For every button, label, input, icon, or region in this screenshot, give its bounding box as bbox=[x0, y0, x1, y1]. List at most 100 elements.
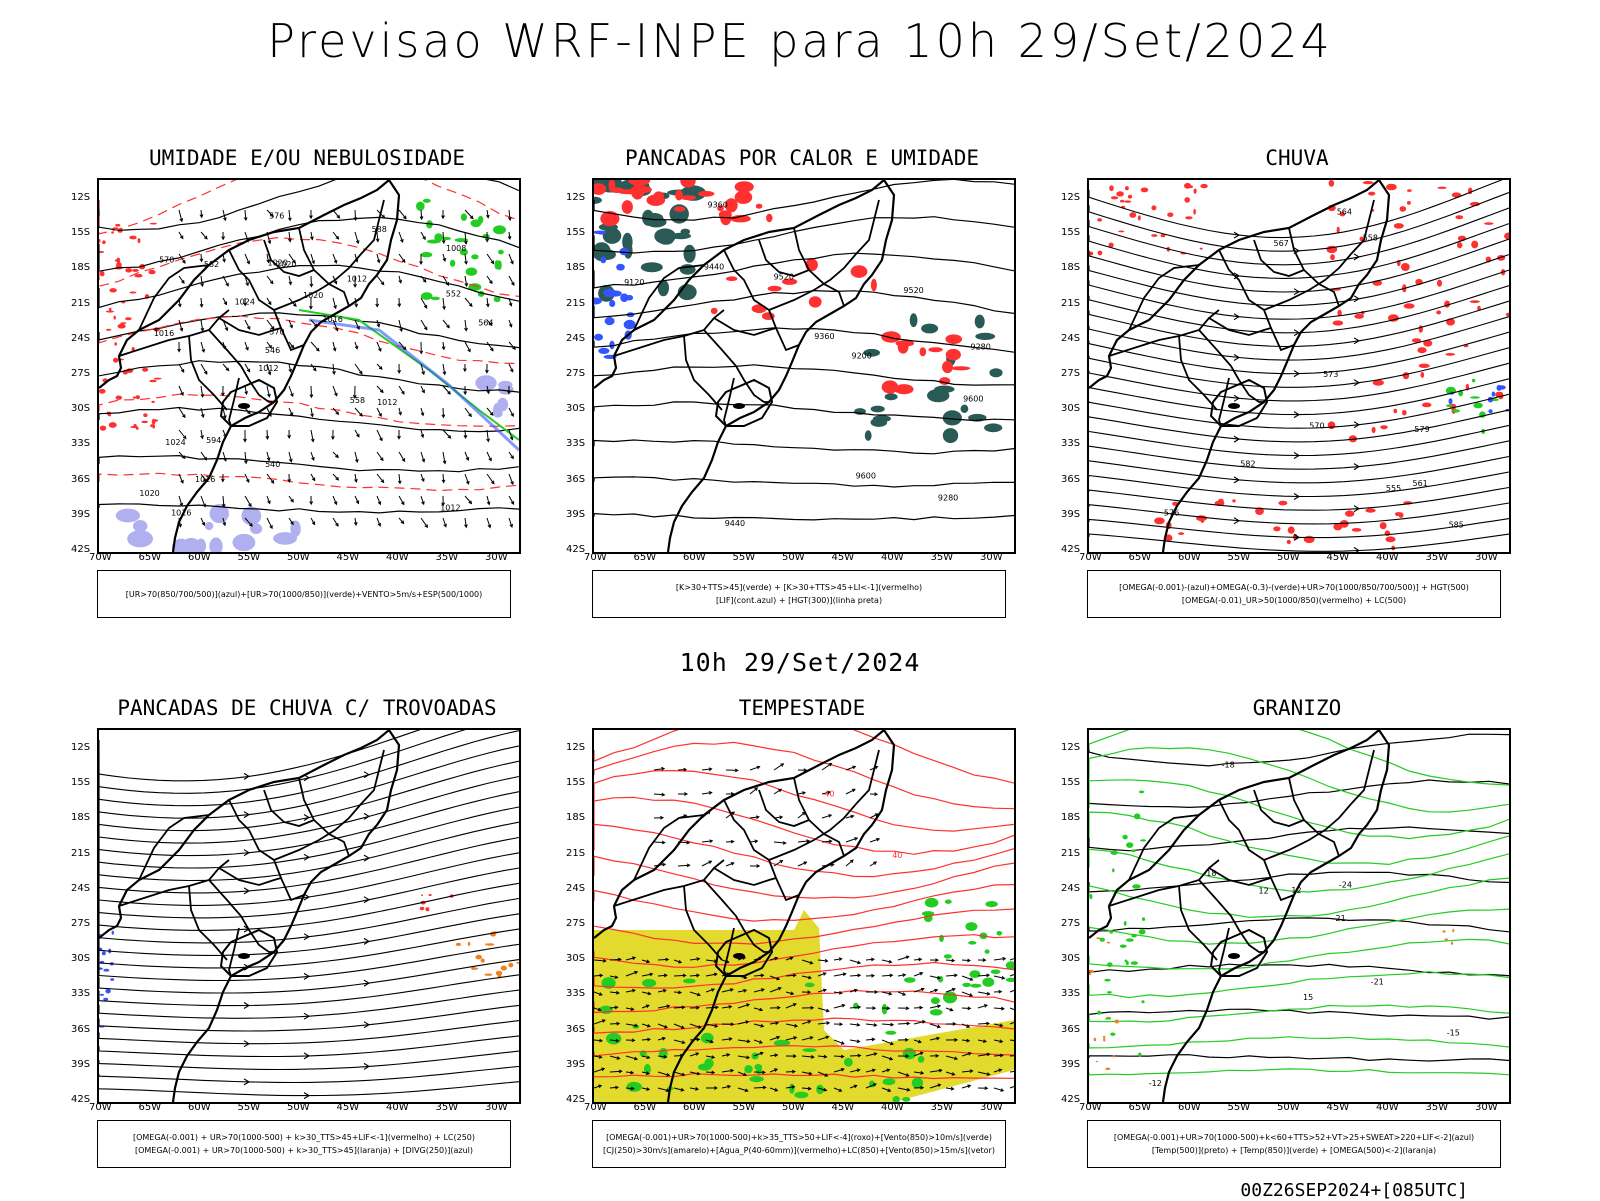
wind-vector bbox=[179, 276, 184, 283]
wind-vector bbox=[311, 474, 315, 481]
wind-vector bbox=[200, 298, 203, 307]
wind-vector bbox=[834, 973, 846, 976]
shaded-region bbox=[1333, 320, 1344, 325]
state-border bbox=[1199, 880, 1264, 952]
wind-vector bbox=[798, 792, 805, 795]
wind-vector bbox=[377, 518, 381, 526]
contour-label: 1012 bbox=[347, 275, 367, 284]
shaded-region bbox=[1393, 409, 1397, 414]
wind-vector bbox=[245, 496, 251, 506]
contour-label: 40 bbox=[892, 851, 902, 860]
shaded-region bbox=[851, 265, 868, 278]
shaded-region bbox=[154, 378, 162, 380]
shaded-region bbox=[942, 361, 953, 373]
shaded-region bbox=[109, 288, 116, 292]
state-border bbox=[794, 228, 844, 306]
shaded-region bbox=[1112, 868, 1114, 872]
latitude-tick-label: 15S bbox=[566, 777, 585, 788]
wind-vector bbox=[930, 989, 937, 992]
longitude-tick-label: 60W bbox=[1178, 552, 1201, 563]
shaded-region bbox=[943, 428, 958, 443]
contour-label: 1024 bbox=[235, 298, 255, 307]
shaded-region bbox=[1141, 1000, 1144, 1003]
state-border bbox=[1264, 200, 1374, 310]
streamline bbox=[99, 792, 519, 856]
shaded-region bbox=[1380, 425, 1387, 429]
latitude-tick-label: 24S bbox=[566, 883, 585, 894]
shaded-region bbox=[1304, 536, 1315, 543]
wind-vector bbox=[267, 496, 270, 503]
latitude-tick-label: 39S bbox=[1061, 1059, 1080, 1070]
longitude-tick-label: 40W bbox=[386, 1102, 409, 1113]
shaded-region bbox=[768, 286, 782, 292]
wind-vector bbox=[486, 364, 489, 373]
wind-vector bbox=[311, 430, 314, 442]
wind-vector bbox=[946, 1023, 955, 1026]
wind-vector bbox=[487, 276, 492, 283]
contour-line bbox=[1089, 972, 1509, 998]
latitude-tick-label: 42S bbox=[71, 544, 90, 555]
shaded-region bbox=[481, 959, 485, 963]
shaded-region bbox=[152, 424, 155, 428]
lagoon bbox=[733, 953, 745, 959]
latitude-tick-label: 33S bbox=[71, 438, 90, 449]
wind-vector bbox=[421, 474, 424, 481]
wind-vector bbox=[355, 342, 358, 349]
streamline bbox=[1089, 255, 1509, 306]
latitude-tick-label: 27S bbox=[566, 918, 585, 929]
wind-vector bbox=[978, 1005, 987, 1008]
shaded-region bbox=[133, 520, 147, 532]
shaded-region bbox=[1107, 942, 1110, 944]
latitude-tick-label: 18S bbox=[566, 262, 585, 273]
latitude-tick-label: 21S bbox=[566, 298, 585, 309]
wind-vector bbox=[870, 793, 877, 796]
shaded-region bbox=[1488, 409, 1492, 413]
state-border bbox=[189, 336, 227, 410]
wind-vector bbox=[962, 959, 970, 962]
wind-vector bbox=[678, 793, 687, 796]
wind-vector bbox=[654, 816, 663, 819]
shaded-region bbox=[475, 375, 496, 391]
latitude-tick-label: 39S bbox=[1061, 509, 1080, 520]
map-canvas: 9600960095209520944094409360928092809200… bbox=[594, 180, 1014, 552]
shaded-region bbox=[487, 943, 495, 946]
shaded-region bbox=[441, 237, 451, 240]
wind-vector bbox=[355, 474, 358, 482]
wind-vector bbox=[355, 408, 362, 416]
longitude-tick-label: 50W bbox=[782, 1102, 805, 1113]
longitude-tick-label: 45W bbox=[337, 552, 360, 563]
shaded-region bbox=[127, 530, 153, 547]
wind-vector bbox=[398, 298, 401, 306]
wind-vector bbox=[201, 364, 207, 374]
panel-title: PANCADAS DE CHUVA C/ TROVOADAS bbox=[97, 696, 517, 720]
shaded-region bbox=[1443, 930, 1446, 932]
wind-vector bbox=[399, 518, 404, 523]
wind-vector bbox=[508, 210, 511, 220]
shaded-region bbox=[1124, 921, 1127, 926]
shaded-region bbox=[1484, 222, 1493, 225]
shaded-region bbox=[461, 213, 467, 221]
shaded-region bbox=[1446, 404, 1453, 407]
contour-label: 1008 bbox=[446, 244, 466, 253]
longitude-tick-label: 65W bbox=[1129, 552, 1152, 563]
shaded-region bbox=[110, 978, 114, 981]
contour-line bbox=[99, 473, 519, 490]
latitude-tick-label: 39S bbox=[566, 509, 585, 520]
latitude-tick-label: 30S bbox=[1061, 953, 1080, 964]
streamline bbox=[99, 731, 519, 806]
shaded-region bbox=[478, 216, 484, 224]
state-border bbox=[1199, 330, 1264, 402]
latitude-tick-label: 21S bbox=[1061, 848, 1080, 859]
wind-vector bbox=[377, 254, 380, 263]
latitude-tick-label: 27S bbox=[71, 918, 90, 929]
shaded-region bbox=[1287, 540, 1291, 544]
contour-label: 564 bbox=[478, 318, 493, 327]
wind-vector bbox=[750, 816, 759, 819]
shaded-region bbox=[1407, 201, 1411, 205]
shaded-region bbox=[115, 224, 120, 227]
contour-line bbox=[594, 742, 1014, 808]
shaded-region bbox=[603, 289, 616, 298]
shaded-region bbox=[100, 426, 106, 431]
contour-label: 12 bbox=[1259, 887, 1269, 896]
